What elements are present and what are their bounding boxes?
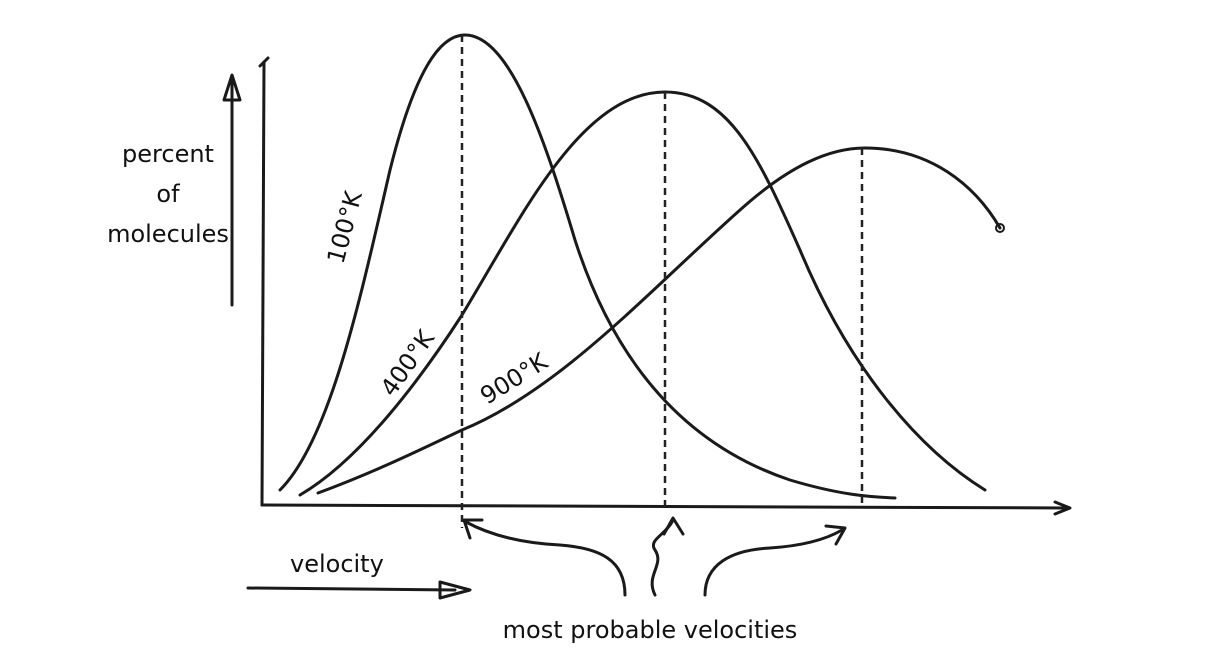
curve-900k	[316, 146, 1002, 495]
x-label-arrow	[246, 586, 457, 592]
y-axis-tick	[258, 56, 270, 68]
y-label-line-2: of	[156, 180, 180, 208]
annotation-arrow-100k	[464, 520, 627, 597]
y-label-line-3: molecules	[107, 220, 229, 248]
curve-label-100k: 100°K	[322, 187, 368, 267]
curve-400k	[298, 90, 987, 497]
annotation-arrow-400k	[650, 520, 674, 597]
annotation-arrowhead-100k	[462, 518, 484, 540]
curve-100k	[278, 33, 897, 500]
annotation-label: most probable velocities	[503, 616, 798, 644]
curve-end-mark	[995, 223, 1005, 233]
annotation-arrowhead-900k	[824, 524, 847, 546]
x-axis-label: velocity	[290, 550, 384, 578]
y-label-line-1: percent	[122, 140, 214, 168]
annotation-arrow-900k	[703, 528, 844, 597]
y-axis	[260, 60, 266, 507]
y-label-arrowhead	[222, 73, 242, 102]
x-label-arrowhead	[438, 580, 472, 600]
x-axis-arrowhead	[1053, 500, 1072, 516]
annotation-arrowhead-400k	[662, 516, 685, 536]
curve-label-900k: 900°K	[475, 347, 553, 410]
